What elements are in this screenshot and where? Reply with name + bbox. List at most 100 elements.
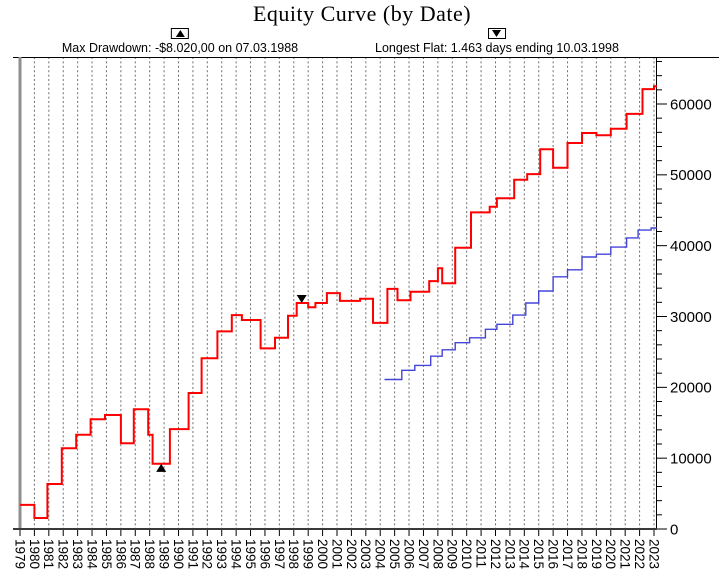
x-tick-label: 2005 xyxy=(387,539,402,569)
svg-text:1996: 1996 xyxy=(257,539,272,569)
svg-text:2017: 2017 xyxy=(560,539,575,569)
svg-text:2013: 2013 xyxy=(502,539,517,569)
longest-flat-label: Longest Flat: 1.463 days ending 10.03.19… xyxy=(375,41,619,55)
svg-text:2020: 2020 xyxy=(603,539,618,569)
svg-text:1989: 1989 xyxy=(157,539,172,569)
x-tick-label: 1986 xyxy=(113,539,128,569)
svg-text:1982: 1982 xyxy=(56,539,71,569)
x-tick-label: 2018 xyxy=(574,539,589,569)
svg-text:2006: 2006 xyxy=(401,539,416,569)
x-tick-label: 1995 xyxy=(243,539,258,569)
svg-text:2009: 2009 xyxy=(445,539,460,569)
x-tick-label: 2016 xyxy=(546,539,561,569)
y-tick-label: 50000 xyxy=(670,167,712,184)
x-tick-label: 2020 xyxy=(603,539,618,569)
y-tick-label: 20000 xyxy=(670,380,712,397)
x-tick-label: 1984 xyxy=(84,539,99,570)
y-axis: 0 10000 20000 30000 40000 50000 60000 xyxy=(657,61,712,538)
svg-text:1994: 1994 xyxy=(229,539,244,570)
x-tick-label: 1993 xyxy=(214,539,229,569)
svg-text:1995: 1995 xyxy=(243,539,258,569)
x-tick-label: 2019 xyxy=(589,539,604,569)
secondary-equity-line xyxy=(384,227,657,381)
svg-text:1987: 1987 xyxy=(128,539,143,569)
svg-text:2012: 2012 xyxy=(488,539,503,569)
x-tick-label: 2013 xyxy=(502,539,517,569)
svg-text:2014: 2014 xyxy=(517,539,532,570)
x-tick-label: 2011 xyxy=(473,539,488,568)
svg-text:1984: 1984 xyxy=(84,539,99,570)
svg-text:2005: 2005 xyxy=(387,539,402,569)
x-tick-label: 2022 xyxy=(632,539,647,569)
svg-text:2001: 2001 xyxy=(329,539,344,569)
svg-text:2023: 2023 xyxy=(646,539,661,569)
svg-text:2016: 2016 xyxy=(546,539,561,569)
svg-text:2022: 2022 xyxy=(632,539,647,569)
svg-text:2015: 2015 xyxy=(531,539,546,569)
x-tick-label: 2021 xyxy=(618,539,633,569)
max-drawdown-marker-icon xyxy=(156,463,167,472)
x-tick-label: 2000 xyxy=(315,539,330,569)
svg-text:1979: 1979 xyxy=(12,539,27,569)
svg-text:1986: 1986 xyxy=(113,539,128,569)
x-tick-label: 2017 xyxy=(560,539,575,569)
y-tick-label: 30000 xyxy=(670,309,712,326)
svg-text:1992: 1992 xyxy=(200,539,215,569)
x-tick-label: 1997 xyxy=(272,539,287,569)
svg-text:1991: 1991 xyxy=(185,539,200,569)
svg-text:2007: 2007 xyxy=(416,539,431,569)
primary-equity-line xyxy=(20,85,657,519)
x-tick-label: 1989 xyxy=(157,539,172,569)
svg-text:1990: 1990 xyxy=(171,539,186,569)
x-tick-label: 1980 xyxy=(27,539,42,569)
svg-text:2011: 2011 xyxy=(473,539,488,568)
svg-text:1998: 1998 xyxy=(286,539,301,569)
y-tick-label: 40000 xyxy=(670,238,712,255)
x-tick-label: 1990 xyxy=(171,539,186,569)
x-tick-label: 1982 xyxy=(56,539,71,569)
x-tick-label: 1981 xyxy=(41,539,56,569)
svg-text:1980: 1980 xyxy=(27,539,42,569)
x-tick-label: 1998 xyxy=(286,539,301,569)
x-tick-label: 1996 xyxy=(257,539,272,569)
svg-text:1988: 1988 xyxy=(142,539,157,569)
x-tick-label: 1987 xyxy=(128,539,143,569)
svg-text:1993: 1993 xyxy=(214,539,229,569)
x-tick-label: 2023 xyxy=(646,539,661,569)
y-tick-label: 60000 xyxy=(670,96,712,113)
x-tick-label: 2006 xyxy=(401,539,416,569)
x-tick-label: 2015 xyxy=(531,539,546,569)
up-triangle-icon xyxy=(171,28,189,39)
longest-flat-annotation: Longest Flat: 1.463 days ending 10.03.19… xyxy=(375,28,619,55)
x-tick-label: 2001 xyxy=(329,539,344,569)
x-tick-label: 2003 xyxy=(358,539,373,569)
x-axis: 1979 1980 1981 1982 1983 1984 1985 1986 1987 1988… xyxy=(12,530,661,570)
plot-frame xyxy=(13,57,719,530)
svg-text:2008: 2008 xyxy=(430,539,445,569)
svg-text:2002: 2002 xyxy=(344,539,359,569)
x-tick-label: 1999 xyxy=(301,539,316,569)
x-tick-label: 1991 xyxy=(185,539,200,569)
svg-text:2021: 2021 xyxy=(618,539,633,569)
x-tick-label: 2014 xyxy=(517,539,532,570)
x-tick-label: 1992 xyxy=(200,539,215,569)
x-tick-label: 1983 xyxy=(70,539,85,569)
svg-text:2000: 2000 xyxy=(315,539,330,569)
y-tick-label: 10000 xyxy=(670,451,712,468)
longest-flat-marker-icon xyxy=(296,295,307,304)
down-triangle-icon xyxy=(487,28,506,39)
x-tick-label: 2010 xyxy=(459,539,474,569)
svg-text:2010: 2010 xyxy=(459,539,474,569)
y-tick-label: 0 xyxy=(670,521,678,538)
x-tick-label: 1988 xyxy=(142,539,157,569)
svg-text:1981: 1981 xyxy=(41,539,56,569)
x-tick-label: 2002 xyxy=(344,539,359,569)
svg-text:2003: 2003 xyxy=(358,539,373,569)
max-drawdown-label: Max Drawdown: -$8.020,00 on 07.03.1988 xyxy=(61,41,299,55)
svg-text:1997: 1997 xyxy=(272,539,287,569)
x-tick-label: 2007 xyxy=(416,539,431,569)
x-tick-label: 2008 xyxy=(430,539,445,569)
x-tick-label: 2009 xyxy=(445,539,460,569)
x-tick-label: 1979 xyxy=(12,539,27,569)
